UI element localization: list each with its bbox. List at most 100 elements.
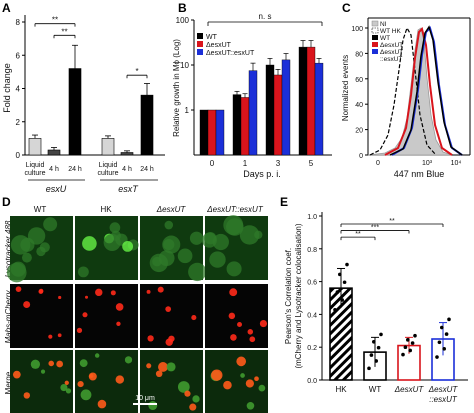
- panel-a-bars: [28, 44, 154, 156]
- d-cell-0-2-6: [149, 253, 169, 273]
- panel-e-letter: E: [280, 195, 288, 209]
- e-xlabel-hk: HK: [335, 385, 347, 394]
- b-bar-0-1: [232, 94, 242, 156]
- a-bar-1: [47, 149, 61, 156]
- e-point-0-1: [335, 290, 340, 294]
- a-sig-label-0: **: [52, 16, 58, 25]
- b-ytick-label-0: 1: [185, 106, 190, 115]
- c-legend-swatch-ni: [371, 20, 379, 27]
- a-bar-4: [120, 152, 134, 156]
- panel-e-ylabel-1: Pearson's Correlation coef.: [284, 248, 293, 344]
- d-tile-2-3: [205, 350, 268, 413]
- a-xlabel-24h-1: 24 h: [68, 166, 82, 173]
- e-point-0-4: [342, 280, 347, 285]
- e-point-1-5: [379, 332, 383, 337]
- d-cell-2-1-0: [97, 399, 107, 409]
- d-cell-2-1-6: [89, 373, 94, 378]
- d-cell-1-0-1: [58, 295, 62, 300]
- d-cell-1-2-4: [147, 335, 154, 342]
- d-cell-0-3-3: [201, 232, 217, 248]
- d-cell-2-0-1: [65, 388, 72, 394]
- c-ytick-label-0: 0: [359, 153, 363, 160]
- e-ytick-label-0: 0.0: [307, 378, 317, 385]
- e-point-1-0: [367, 366, 371, 371]
- d-cell-2-2-0: [158, 362, 168, 372]
- e-point-0-5: [345, 262, 349, 267]
- d-col-comp: ΔesxUT::esxUT: [206, 205, 264, 214]
- b-legend-comp: ΔesxUT::esxUT: [206, 50, 255, 57]
- d-cell-0-0-8: [10, 235, 31, 255]
- e-ytick-label-3: 0.6: [307, 280, 317, 287]
- d-cell-0-1-6: [122, 240, 134, 252]
- d-cell-0-3-5: [226, 261, 242, 277]
- c-hist-wt-hk: [369, 26, 437, 156]
- d-cell-0-1-8: [109, 222, 121, 233]
- a-xlabel-liquid-1: Liquid culture: [24, 162, 45, 177]
- panel-b-bars: 0 1 3 5: [199, 40, 324, 168]
- e-sig-label-0: **: [355, 231, 361, 238]
- e-xlabel-comp: ΔesxUT: [428, 385, 459, 394]
- d-cell-0-2-7: [188, 262, 207, 282]
- d-cell-2-1-4: [115, 375, 124, 384]
- panel-c-ylabel: Normalized events: [341, 55, 350, 121]
- e-point-0-3: [340, 298, 345, 302]
- b-bar-1-1: [240, 97, 250, 156]
- a-ytick-label-0: 0: [16, 151, 21, 160]
- d-cell-2-3-7: [246, 401, 255, 410]
- a-xlabel-liquid-2: Liquid culture: [97, 162, 118, 177]
- d-cell-2-2-8: [184, 390, 191, 397]
- e-point-1-1: [369, 353, 374, 357]
- d-cell-2-3-1: [258, 384, 266, 392]
- d-cell-1-3-5: [247, 329, 254, 335]
- b-bar-1-3: [306, 46, 316, 156]
- panel-e-ylabel-2: (mCherry and Lysotracker colocalisation): [294, 223, 303, 368]
- a-bar-5: [140, 94, 154, 156]
- c-legend-hk: WT HK: [380, 28, 401, 35]
- c-hist-ni: [367, 27, 453, 156]
- e-point-3-4: [444, 332, 449, 336]
- d-cell-1-2-1: [157, 286, 164, 293]
- d-cell-2-2-7: [148, 401, 158, 411]
- c-xtick-1: 10³: [422, 160, 433, 167]
- c-legend-swatch-wt: [372, 35, 378, 40]
- d-col-hk: HK: [100, 205, 112, 214]
- c-hist-mut: [384, 27, 453, 156]
- d-tile-2-0: [10, 350, 73, 413]
- panel-b: B 1 10 100 Relative growth in Mϕ (Log) 0 1 3…: [172, 1, 332, 179]
- e-point-3-5: [447, 317, 451, 322]
- d-cell-2-0-4: [64, 380, 69, 385]
- d-cell-0-2-8: [177, 248, 193, 264]
- panel-c-xlabel: 447 nm Blue: [394, 169, 445, 179]
- d-cell-2-0-3: [40, 369, 46, 374]
- b-bar-1-2: [273, 74, 283, 156]
- d-cell-1-3-2: [259, 319, 268, 328]
- c-legend-swatch-mut: [372, 42, 378, 47]
- panel-d-micrographs: [6, 215, 268, 413]
- e-point-2-2: [406, 338, 410, 342]
- d-cell-0-1-0: [82, 236, 97, 251]
- c-legend-wt: WT: [380, 35, 390, 42]
- d-cell-0-0-4: [43, 217, 58, 232]
- d-row-merge: Merge: [4, 371, 13, 394]
- e-point-3-0: [435, 355, 439, 359]
- b-xtick-label-0: 0: [210, 159, 215, 168]
- d-cell-0-3-8: [209, 251, 226, 268]
- panel-b-legend: WT ΔesxUT ΔesxUT::esxUT: [197, 33, 255, 57]
- d-cell-2-0-2: [48, 360, 55, 367]
- e-point-3-1: [437, 340, 442, 345]
- d-cell-1-3-3: [229, 288, 238, 297]
- c-xtick-2: 10⁴: [451, 160, 462, 167]
- d-cell-1-3-0: [228, 312, 236, 320]
- a-ytick-label-3: 6: [16, 51, 21, 60]
- d-cell-0-3-1: [212, 233, 229, 251]
- e-ytick-label-2: 0.4: [307, 312, 317, 319]
- panel-c: C 0 20 40 60 80 100 Normalized events 0 10³ 1…: [341, 1, 471, 179]
- d-cell-1-1-1: [110, 290, 116, 296]
- d-row-lyso: Lysotracker 488: [4, 220, 13, 277]
- b-ytick-label-2: 100: [176, 16, 190, 25]
- e-point-2-5: [413, 333, 417, 338]
- d-cell-2-3-6: [211, 369, 223, 381]
- c-legend-swatch-hk: [371, 27, 379, 34]
- e-point-1-3: [374, 359, 379, 363]
- panel-d-letter: D: [2, 195, 11, 209]
